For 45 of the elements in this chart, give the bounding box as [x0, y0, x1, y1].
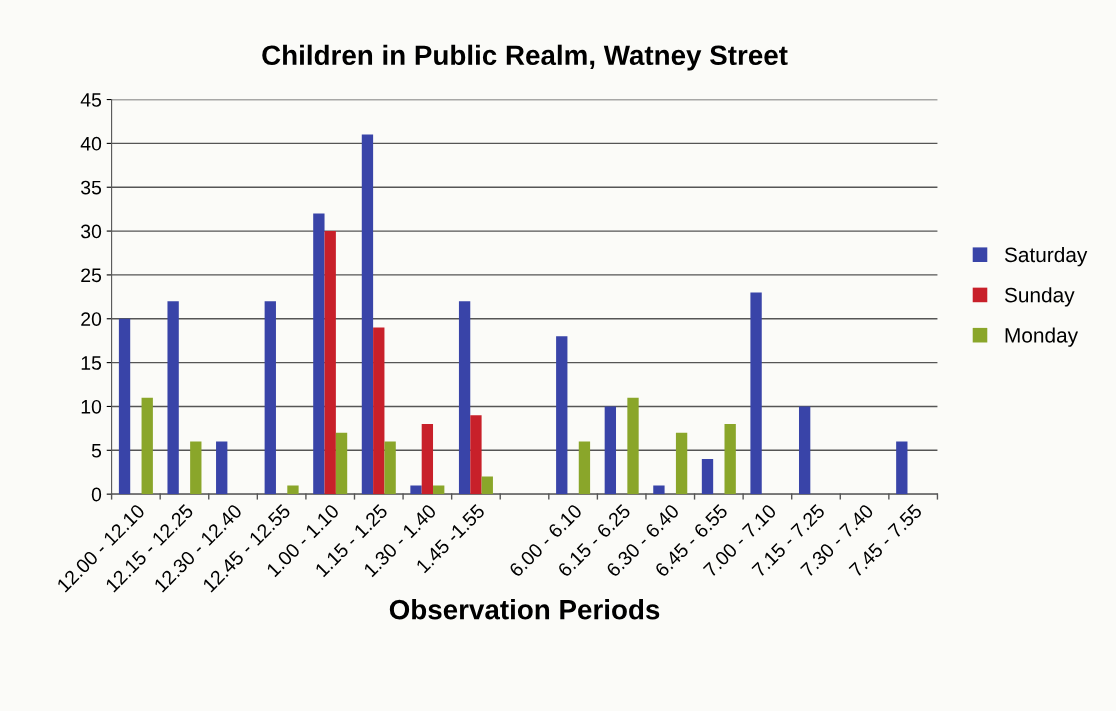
legend-label: Monday	[1005, 327, 1079, 347]
chart-title: Children in Public Realm, Watney Street	[262, 44, 788, 71]
y-tick-label: 5	[91, 443, 102, 458]
legend-label: Sunday	[1004, 287, 1075, 307]
bar	[384, 441, 396, 495]
bar	[167, 301, 179, 495]
bar	[335, 432, 348, 495]
bar	[190, 441, 202, 495]
bar	[896, 441, 908, 495]
y-tick-label: 0	[91, 487, 102, 502]
bar	[421, 423, 434, 495]
bar	[481, 476, 493, 495]
bar	[724, 423, 736, 495]
bar	[653, 485, 665, 495]
bar	[458, 301, 471, 495]
bar	[578, 441, 591, 495]
y-tick-label: 35	[80, 180, 102, 195]
x-axis-title: Observation Periods	[389, 599, 660, 620]
bar	[470, 415, 482, 495]
bar	[287, 485, 299, 495]
bar	[604, 406, 617, 495]
bar	[264, 301, 276, 495]
y-tick-label: 30	[80, 224, 102, 239]
bar	[324, 231, 336, 495]
bar	[798, 406, 811, 495]
y-tick-label: 15	[81, 356, 102, 370]
y-tick-label: 45	[80, 93, 102, 107]
bar	[118, 318, 131, 495]
y-tick-label: 10	[81, 399, 102, 414]
y-tick-label: 25	[81, 268, 102, 283]
bar	[373, 327, 385, 495]
y-tick-label: 40	[80, 136, 102, 151]
y-tick-label: 20	[81, 312, 102, 326]
bar	[141, 397, 153, 495]
bar	[750, 292, 762, 495]
bar	[556, 336, 568, 495]
bar	[675, 432, 688, 495]
bar	[433, 485, 445, 495]
bar	[216, 441, 228, 495]
bar	[361, 134, 374, 495]
bar	[410, 485, 422, 495]
bar	[627, 397, 639, 495]
bar	[313, 213, 325, 495]
legend-label: Saturday	[1004, 246, 1088, 267]
bar	[701, 459, 714, 495]
